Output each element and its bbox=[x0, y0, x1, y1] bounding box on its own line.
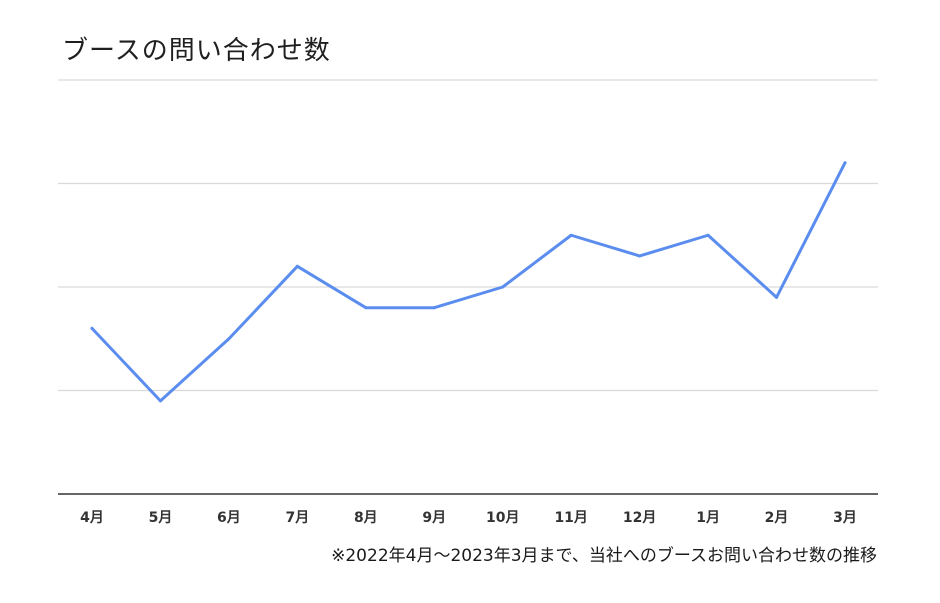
chart-footnote: ※2022年4月〜2023年3月まで、当社へのブースお問い合わせ数の推移 bbox=[331, 546, 877, 566]
data-point bbox=[432, 306, 436, 310]
series-line-group bbox=[90, 161, 847, 403]
data-point bbox=[775, 295, 779, 299]
data-point bbox=[843, 161, 847, 165]
data-point bbox=[90, 326, 94, 330]
x-tick-label: 4月 bbox=[80, 510, 104, 526]
x-tick-label: 12月 bbox=[623, 510, 656, 526]
data-point bbox=[158, 399, 162, 403]
x-tick-label: 10月 bbox=[486, 510, 519, 526]
x-tick-label: 2月 bbox=[765, 510, 789, 526]
x-tick-labels: 4月 5月 6月 7月 8月 9月 10月 11月 12月 1月 2月 3月 bbox=[80, 510, 857, 526]
data-point bbox=[706, 233, 710, 237]
chart-title: ブースの問い合わせ数 bbox=[62, 36, 331, 66]
data-point bbox=[569, 233, 573, 237]
data-point bbox=[638, 254, 642, 258]
x-tick-label: 1月 bbox=[696, 510, 720, 526]
x-tick-label: 5月 bbox=[149, 510, 173, 526]
data-point bbox=[227, 337, 231, 341]
data-point bbox=[501, 285, 505, 289]
x-tick-label: 6月 bbox=[217, 510, 241, 526]
x-tick-label: 8月 bbox=[354, 510, 378, 526]
x-tick-label: 7月 bbox=[285, 510, 309, 526]
series-line bbox=[90, 161, 847, 403]
x-tick-label: 11月 bbox=[554, 510, 587, 526]
gridlines bbox=[58, 79, 878, 392]
data-point bbox=[295, 264, 299, 268]
data-point bbox=[364, 306, 368, 310]
x-tick-label: 9月 bbox=[422, 510, 446, 526]
x-tick-label: 3月 bbox=[833, 510, 857, 526]
